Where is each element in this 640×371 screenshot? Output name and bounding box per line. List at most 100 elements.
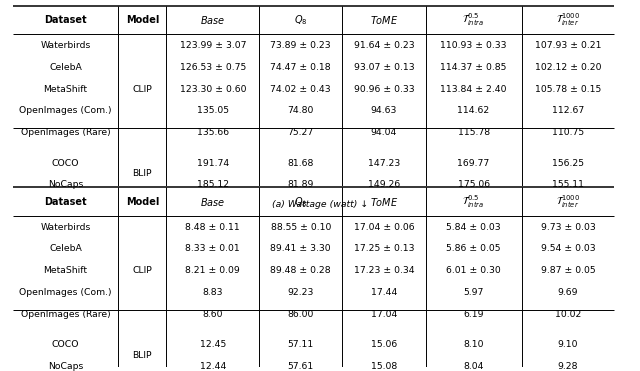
Text: 81.68: 81.68 <box>287 158 314 168</box>
Text: 81.89: 81.89 <box>287 180 314 190</box>
Text: COCO: COCO <box>52 340 79 349</box>
Text: 114.37 ± 0.85: 114.37 ± 0.85 <box>440 63 507 72</box>
Text: 175.06: 175.06 <box>458 180 490 190</box>
Text: 9.54 ± 0.03: 9.54 ± 0.03 <box>541 244 595 253</box>
Text: MetaShift: MetaShift <box>44 85 88 93</box>
Text: 94.04: 94.04 <box>371 128 397 137</box>
Text: 155.11: 155.11 <box>552 180 584 190</box>
Text: 74.80: 74.80 <box>287 106 314 115</box>
Text: $\mathcal{T}^{0.5}_{intra}$: $\mathcal{T}^{0.5}_{intra}$ <box>462 193 485 210</box>
Text: 89.48 ± 0.28: 89.48 ± 0.28 <box>271 266 331 275</box>
Text: 8.83: 8.83 <box>202 288 223 297</box>
Text: $\mathcal{T}^{1000}_{inter}$: $\mathcal{T}^{1000}_{inter}$ <box>556 12 580 28</box>
Text: 110.75: 110.75 <box>552 128 584 137</box>
Text: 135.05: 135.05 <box>197 106 229 115</box>
Text: 135.66: 135.66 <box>196 128 229 137</box>
Text: 5.86 ± 0.05: 5.86 ± 0.05 <box>446 244 501 253</box>
Text: NoCaps: NoCaps <box>48 180 83 190</box>
Text: 86.00: 86.00 <box>287 310 314 319</box>
Text: 126.53 ± 0.75: 126.53 ± 0.75 <box>180 63 246 72</box>
Text: Dataset: Dataset <box>44 15 87 25</box>
Text: 113.84 ± 2.40: 113.84 ± 2.40 <box>440 85 507 93</box>
Text: 147.23: 147.23 <box>368 158 400 168</box>
Text: 8.60: 8.60 <box>202 310 223 319</box>
Text: $\mathcal{T}^{1000}_{inter}$: $\mathcal{T}^{1000}_{inter}$ <box>556 193 580 210</box>
Text: 6.19: 6.19 <box>463 310 484 319</box>
Text: 9.10: 9.10 <box>557 340 579 349</box>
Text: 6.01 ± 0.30: 6.01 ± 0.30 <box>446 266 501 275</box>
Text: 9.73 ± 0.03: 9.73 ± 0.03 <box>541 223 595 232</box>
Text: 73.89 ± 0.23: 73.89 ± 0.23 <box>271 41 331 50</box>
Text: 105.78 ± 0.15: 105.78 ± 0.15 <box>535 85 601 93</box>
Text: 57.61: 57.61 <box>287 362 314 371</box>
Text: 12.44: 12.44 <box>200 362 226 371</box>
Text: 169.77: 169.77 <box>458 158 490 168</box>
Text: $\mathit{ToME}$: $\mathit{ToME}$ <box>370 196 398 208</box>
Text: NoCaps: NoCaps <box>48 362 83 371</box>
Text: 15.08: 15.08 <box>371 362 397 371</box>
Text: 12.45: 12.45 <box>200 340 226 349</box>
Text: 17.23 ± 0.34: 17.23 ± 0.34 <box>354 266 414 275</box>
Text: OpenImages (Rare): OpenImages (Rare) <box>20 128 111 137</box>
Text: BLIP: BLIP <box>132 170 152 178</box>
Text: 17.44: 17.44 <box>371 288 397 297</box>
Text: CLIP: CLIP <box>132 266 152 275</box>
Text: Dataset: Dataset <box>44 197 87 207</box>
Text: 149.26: 149.26 <box>368 180 400 190</box>
Text: $\mathit{ToME}$: $\mathit{ToME}$ <box>370 14 398 26</box>
Text: 88.55 ± 0.10: 88.55 ± 0.10 <box>271 223 331 232</box>
Text: 15.06: 15.06 <box>371 340 397 349</box>
Text: (a) Wattage (watt) ↓: (a) Wattage (watt) ↓ <box>272 200 368 209</box>
Text: $\mathit{Base}$: $\mathit{Base}$ <box>200 196 225 208</box>
Text: 90.96 ± 0.33: 90.96 ± 0.33 <box>354 85 414 93</box>
Text: 115.78: 115.78 <box>458 128 490 137</box>
Text: $\mathit{Base}$: $\mathit{Base}$ <box>200 14 225 26</box>
Text: 9.69: 9.69 <box>557 288 579 297</box>
Text: 8.04: 8.04 <box>463 362 484 371</box>
Text: CelebA: CelebA <box>49 63 82 72</box>
Text: OpenImages (Com.): OpenImages (Com.) <box>19 106 112 115</box>
Text: 114.62: 114.62 <box>458 106 490 115</box>
Text: 107.93 ± 0.21: 107.93 ± 0.21 <box>535 41 601 50</box>
Text: Model: Model <box>125 197 159 207</box>
Text: OpenImages (Com.): OpenImages (Com.) <box>19 288 112 297</box>
Text: $Q_8$: $Q_8$ <box>294 195 308 209</box>
Text: CLIP: CLIP <box>132 85 152 93</box>
Text: 8.48 ± 0.11: 8.48 ± 0.11 <box>186 223 240 232</box>
Text: 9.28: 9.28 <box>557 362 579 371</box>
Text: 91.64 ± 0.23: 91.64 ± 0.23 <box>354 41 414 50</box>
Text: 123.30 ± 0.60: 123.30 ± 0.60 <box>180 85 246 93</box>
Text: 102.12 ± 0.20: 102.12 ± 0.20 <box>535 63 601 72</box>
Text: MetaShift: MetaShift <box>44 266 88 275</box>
Text: 5.84 ± 0.03: 5.84 ± 0.03 <box>446 223 501 232</box>
Text: 8.10: 8.10 <box>463 340 484 349</box>
Text: 93.07 ± 0.13: 93.07 ± 0.13 <box>354 63 414 72</box>
Text: 74.02 ± 0.43: 74.02 ± 0.43 <box>271 85 331 93</box>
Text: Waterbirds: Waterbirds <box>40 223 91 232</box>
Text: Waterbirds: Waterbirds <box>40 41 91 50</box>
Text: $\mathcal{T}^{0.5}_{intra}$: $\mathcal{T}^{0.5}_{intra}$ <box>462 12 485 28</box>
Text: OpenImages (Rare): OpenImages (Rare) <box>20 310 111 319</box>
Text: 110.93 ± 0.33: 110.93 ± 0.33 <box>440 41 507 50</box>
Text: 17.04 ± 0.06: 17.04 ± 0.06 <box>354 223 414 232</box>
Text: 92.23: 92.23 <box>287 288 314 297</box>
Text: 89.41 ± 3.30: 89.41 ± 3.30 <box>271 244 331 253</box>
Text: 5.97: 5.97 <box>463 288 484 297</box>
Text: 17.25 ± 0.13: 17.25 ± 0.13 <box>354 244 414 253</box>
Text: 10.02: 10.02 <box>555 310 581 319</box>
Text: BLIP: BLIP <box>132 351 152 360</box>
Text: 75.27: 75.27 <box>287 128 314 137</box>
Text: 185.12: 185.12 <box>196 180 229 190</box>
Text: 156.25: 156.25 <box>552 158 584 168</box>
Text: 191.74: 191.74 <box>196 158 229 168</box>
Text: 74.47 ± 0.18: 74.47 ± 0.18 <box>271 63 331 72</box>
Text: $Q_8$: $Q_8$ <box>294 13 308 27</box>
Text: 94.63: 94.63 <box>371 106 397 115</box>
Text: 8.21 ± 0.09: 8.21 ± 0.09 <box>186 266 240 275</box>
Text: COCO: COCO <box>52 158 79 168</box>
Text: CelebA: CelebA <box>49 244 82 253</box>
Text: 112.67: 112.67 <box>552 106 584 115</box>
Text: 57.11: 57.11 <box>287 340 314 349</box>
Text: 123.99 ± 3.07: 123.99 ± 3.07 <box>180 41 246 50</box>
Text: 17.04: 17.04 <box>371 310 397 319</box>
